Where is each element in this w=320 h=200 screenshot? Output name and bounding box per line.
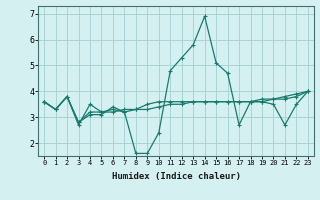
- X-axis label: Humidex (Indice chaleur): Humidex (Indice chaleur): [111, 172, 241, 181]
